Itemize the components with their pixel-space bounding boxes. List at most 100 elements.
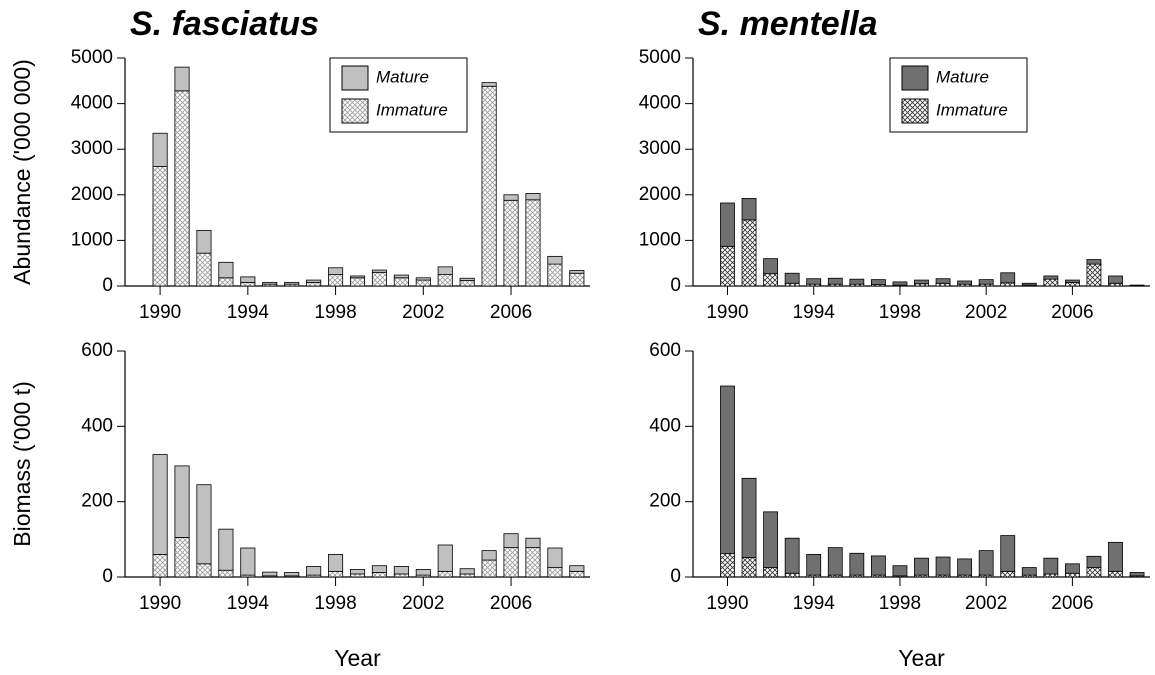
bar-segment — [569, 272, 585, 287]
bar-segment — [262, 281, 278, 285]
legend-swatch — [341, 98, 369, 124]
bar-segment — [218, 261, 234, 279]
bar-segment — [349, 275, 366, 279]
bar-segment — [1043, 275, 1059, 280]
bar-segment — [935, 282, 951, 287]
bar-segment — [892, 281, 908, 286]
legend-swatch — [901, 98, 929, 124]
x-tick-label: 1994 — [793, 302, 836, 323]
chart-title: S. fasciatus — [130, 5, 319, 43]
bar-segment — [196, 484, 212, 565]
bar-segment — [503, 199, 519, 287]
bar-segment — [306, 281, 322, 287]
bar-segment — [914, 557, 929, 576]
x-tick-label: 1990 — [139, 302, 181, 323]
bar-segment — [525, 193, 541, 201]
bar-segment — [349, 573, 366, 578]
bar-segment — [393, 573, 409, 578]
bar-segment — [1086, 263, 1102, 287]
bar-segment — [262, 571, 278, 577]
bar-segment — [481, 85, 497, 287]
bar-segment — [306, 279, 322, 283]
bar-segment — [1043, 557, 1059, 575]
bar-segment — [525, 547, 541, 578]
bar-segment — [1064, 563, 1080, 574]
bar-segment — [935, 278, 951, 284]
x-axis-label: Year — [334, 645, 381, 671]
x-tick-label: 1990 — [706, 593, 748, 614]
bar-segment — [152, 132, 168, 167]
bar-segment — [174, 537, 190, 578]
y-tick-label: 1000 — [639, 229, 681, 250]
bar-segment — [459, 280, 475, 287]
y-tick-label: 200 — [81, 491, 113, 512]
bar-segment — [393, 274, 409, 279]
bar-segment — [1043, 278, 1059, 287]
bar-segment — [1000, 272, 1016, 284]
bar-segment — [437, 266, 453, 275]
bar-segment — [1064, 279, 1080, 283]
bar-segment — [547, 255, 563, 265]
y-tick-label: 5000 — [71, 47, 113, 68]
bar-segment — [415, 277, 431, 281]
x-axis-label: Year — [898, 645, 945, 671]
bar-segment — [328, 267, 344, 276]
x-tick-label: 1998 — [879, 593, 921, 614]
bar-segment — [978, 279, 994, 285]
bar-segment — [741, 477, 757, 558]
bar-segment — [1000, 535, 1016, 572]
bar-segment — [437, 544, 453, 572]
bar-segment — [569, 570, 585, 578]
bar-segment — [1021, 282, 1037, 286]
bar-segment — [459, 573, 475, 578]
bar-segment — [935, 556, 951, 576]
bar-segment — [415, 279, 431, 287]
y-axis-label: Abundance ('000 000) — [9, 59, 35, 285]
bar-segment — [784, 572, 800, 578]
bar-segment — [371, 572, 387, 578]
bar-segment — [1086, 567, 1102, 578]
x-tick-label: 2006 — [490, 302, 532, 323]
bar-segment — [1086, 259, 1102, 265]
bar-segment — [174, 66, 190, 92]
y-tick-label: 1000 — [71, 229, 113, 250]
x-tick-label: 1994 — [227, 593, 270, 614]
y-tick-label: 5000 — [639, 47, 681, 68]
bar-segment — [525, 199, 541, 287]
bar-segment — [763, 567, 779, 578]
y-tick-label: 0 — [670, 275, 681, 296]
bar-segment — [152, 454, 168, 555]
y-tick-label: 200 — [649, 491, 681, 512]
bar-segment — [306, 566, 322, 576]
bar-segment — [957, 280, 973, 285]
bar-segment — [371, 271, 387, 287]
bar-segment — [240, 547, 256, 576]
bar-segment — [1021, 567, 1037, 576]
legend-label: Mature — [936, 67, 989, 86]
x-tick-label: 2002 — [965, 593, 1007, 614]
bar-segment — [481, 550, 497, 561]
bar-segment — [741, 219, 757, 287]
bar-segment — [284, 572, 300, 577]
bar-segment — [349, 569, 366, 575]
x-tick-label: 1990 — [139, 593, 181, 614]
bar-segment — [196, 563, 212, 578]
x-tick-label: 1998 — [314, 302, 356, 323]
bar-segment — [218, 569, 234, 578]
bar-segment — [240, 281, 256, 287]
bar-segment — [240, 276, 256, 283]
y-axis-label: Biomass ('000 t) — [9, 381, 35, 546]
bar-segment — [892, 565, 908, 577]
y-tick-label: 400 — [81, 415, 113, 436]
bar-segment — [284, 281, 300, 285]
bar-segment — [547, 547, 563, 568]
bar-segment — [806, 278, 822, 285]
x-tick-label: 2006 — [1051, 302, 1093, 323]
bar-segment — [371, 269, 387, 273]
bar-segment — [1064, 572, 1080, 578]
y-tick-label: 3000 — [639, 138, 681, 159]
bar-segment — [957, 558, 973, 576]
bar-segment — [978, 550, 994, 576]
bar-segment — [1086, 555, 1102, 568]
